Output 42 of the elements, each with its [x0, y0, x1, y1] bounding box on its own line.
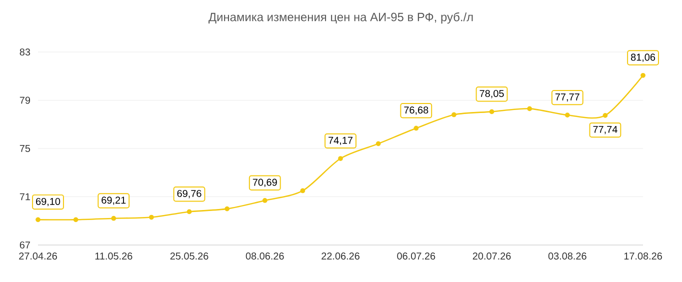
- point: [376, 141, 381, 146]
- data-label: 70,69: [252, 178, 277, 187]
- y-tick-label: 79: [20, 96, 30, 104]
- point: [149, 214, 154, 220]
- x-tick-label: 20.07.26: [472, 252, 511, 260]
- data-label: 69,10: [36, 198, 60, 206]
- y-tick-label: 83: [20, 48, 30, 56]
- point: [111, 216, 116, 221]
- point: [564, 112, 570, 118]
- point: [73, 217, 78, 222]
- point: [489, 109, 494, 114]
- x-tick-label: 27.04.26: [19, 252, 57, 260]
- data-label: 78,05: [480, 90, 504, 98]
- y-tick-label: 67: [20, 241, 30, 249]
- point: [602, 113, 608, 118]
- point: [527, 106, 532, 112]
- point: [452, 112, 456, 118]
- data-label: 77,77: [555, 93, 580, 102]
- y-tick-label: 71: [20, 193, 30, 200]
- chart-title: Динамика изменения цен на АИ-95 в РФ, руб./л: [208, 12, 473, 24]
- data-label: 69,21: [102, 196, 126, 205]
- x-tick-label: 08.06.26: [246, 252, 284, 260]
- x-tick-label: 25.05.26: [170, 252, 208, 260]
- point: [224, 206, 230, 212]
- data-label: 69,76: [177, 190, 202, 198]
- point: [300, 188, 306, 194]
- x-tick-label: 11.05.26: [95, 252, 132, 260]
- y-tick-label: 75: [20, 145, 30, 152]
- x-tick-label: 06.07.26: [397, 252, 436, 260]
- point: [262, 198, 268, 203]
- point: [414, 126, 419, 131]
- point: [186, 209, 192, 214]
- x-tick-label: 17.08.26: [624, 252, 662, 260]
- data-label: 77,74: [593, 126, 618, 134]
- data-label: 74,17: [328, 136, 352, 146]
- point: [36, 217, 40, 222]
- point: [338, 156, 343, 161]
- data-label: 76,68: [404, 106, 428, 115]
- x-tick-label: 03.08.26: [548, 252, 586, 260]
- data-label: 81,06: [630, 54, 656, 62]
- x-tick-label: 22.06.26: [322, 252, 360, 260]
- point: [640, 72, 646, 78]
